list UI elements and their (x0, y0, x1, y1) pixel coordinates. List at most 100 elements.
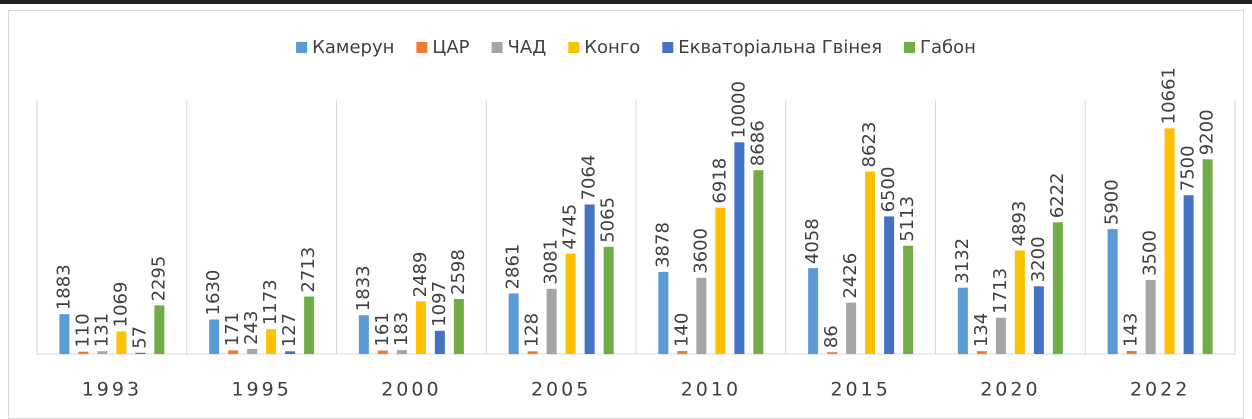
x-tick-label: 2005 (531, 379, 591, 401)
bar (1164, 128, 1175, 354)
data-label: 6222 (1047, 172, 1068, 218)
bar (508, 293, 519, 354)
bar (1033, 286, 1044, 354)
legend-item: ЧАД (491, 37, 547, 58)
data-label: 131 (91, 313, 112, 347)
legend-label: ЦАР (432, 37, 469, 58)
legend-swatch (662, 42, 674, 53)
data-label: 2295 (148, 256, 169, 302)
bar (808, 268, 819, 354)
bar (434, 330, 445, 354)
bar (1052, 222, 1063, 354)
data-label: 134 (971, 313, 992, 347)
bar (865, 171, 876, 354)
bar (696, 277, 707, 354)
bar (135, 352, 146, 354)
bar (377, 350, 388, 354)
bar (358, 315, 369, 354)
bar (116, 331, 127, 354)
data-label: 183 (391, 312, 412, 346)
data-label: 2489 (410, 252, 431, 298)
bar (884, 216, 895, 354)
bar (1014, 250, 1025, 354)
x-tick-label: 1995 (231, 379, 291, 401)
data-label: 8623 (859, 122, 880, 168)
data-label: 4058 (802, 218, 823, 264)
bar (658, 271, 669, 354)
bar (266, 329, 277, 354)
data-label: 7064 (579, 155, 600, 201)
bar (1107, 229, 1118, 354)
bar (1126, 350, 1137, 354)
legend-item: ЦАР (416, 37, 470, 58)
bar (285, 351, 296, 354)
data-label: 127 (279, 313, 300, 347)
bar (97, 351, 108, 354)
bar (415, 301, 426, 354)
legend-label: Габон (920, 37, 976, 58)
data-label: 5113 (897, 196, 918, 242)
data-label: 5065 (598, 197, 619, 243)
bar (228, 350, 239, 354)
bar (903, 245, 914, 354)
bar (827, 352, 838, 354)
legend-swatch (296, 42, 308, 53)
bar (247, 348, 258, 354)
data-label: 2861 (503, 244, 524, 290)
legend-swatch (491, 42, 503, 53)
bar (1183, 195, 1194, 354)
x-tick-label: 2015 (830, 379, 890, 401)
legend-item: Камерун (296, 37, 394, 58)
data-label: 3081 (541, 239, 562, 285)
data-label: 10661 (1159, 67, 1180, 124)
legend-label: Камерун (312, 37, 394, 58)
x-tick-label: 2000 (381, 379, 441, 401)
top-bar (0, 0, 1252, 4)
data-label: 128 (522, 313, 543, 347)
data-label: 57 (129, 326, 150, 349)
data-label: 7500 (1178, 145, 1199, 191)
bar (846, 302, 857, 354)
x-tick-label: 2020 (980, 379, 1040, 401)
bar (677, 351, 688, 354)
data-label: 2426 (840, 253, 861, 299)
bar (1145, 279, 1156, 354)
legend-item: Конго (568, 37, 640, 58)
data-label: 1097 (429, 281, 450, 327)
data-label: 243 (241, 310, 262, 344)
data-label: 1833 (353, 265, 374, 311)
bar (976, 351, 987, 354)
x-tick-label: 1993 (82, 379, 142, 401)
data-label: 171 (222, 312, 243, 346)
legend-label: ЧАД (508, 37, 547, 58)
bar (734, 142, 745, 354)
bar (603, 246, 614, 354)
data-label: 161 (372, 312, 393, 346)
legend-swatch (416, 42, 428, 53)
data-label: 3132 (952, 238, 973, 284)
legend-label: Екваторіальна Гвінея (678, 37, 882, 58)
x-tick-label: 2022 (1130, 379, 1190, 401)
bar (396, 350, 407, 354)
bar (565, 253, 576, 354)
bar (78, 351, 89, 354)
data-label: 3500 (1140, 230, 1161, 276)
data-label: 3600 (690, 228, 711, 274)
data-label: 1883 (53, 264, 74, 310)
legend-swatch (568, 42, 580, 53)
data-label: 10000 (728, 81, 749, 138)
x-tick-label: 2010 (681, 379, 741, 401)
legend-swatch (904, 42, 916, 53)
data-label: 140 (671, 313, 692, 347)
data-label: 86 (821, 325, 842, 348)
legend: Камерун ЦАР ЧАД Конго Екваторіальна Гвінея Га… (296, 37, 976, 58)
bar (527, 351, 538, 354)
data-label: 6500 (878, 167, 899, 213)
bar (1202, 159, 1213, 354)
legend-item: Екваторіальна Гвінея (662, 37, 882, 58)
data-label: 143 (1121, 313, 1142, 347)
data-label: 1713 (990, 268, 1011, 314)
data-label: 2598 (448, 249, 469, 295)
data-label: 6918 (709, 158, 730, 204)
